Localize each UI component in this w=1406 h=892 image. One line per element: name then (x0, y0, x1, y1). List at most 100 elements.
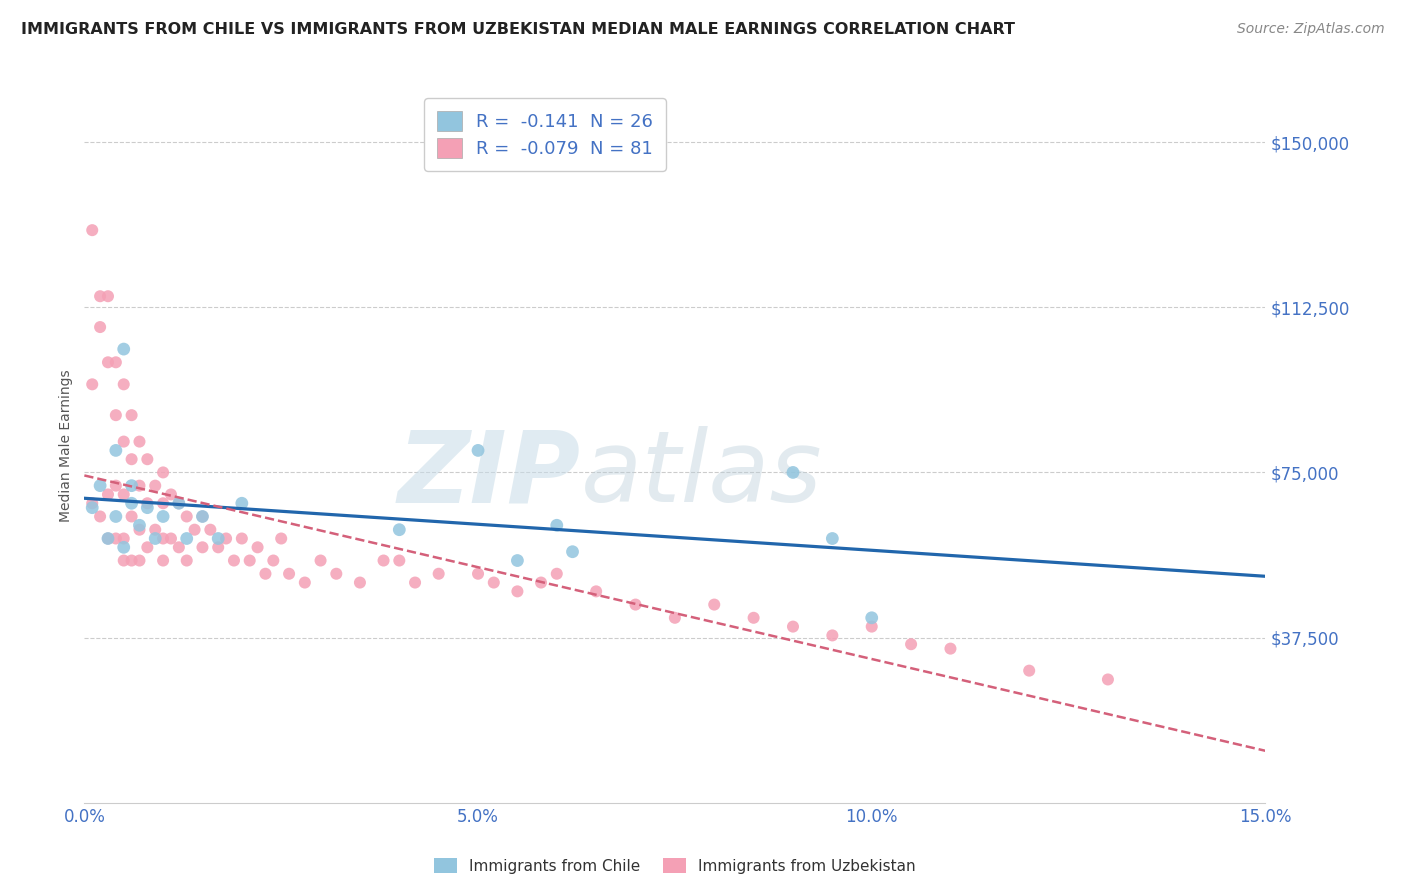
Point (112, 541, 135, 555)
Point (278, 566, 301, 581)
Point (294, 575, 316, 590)
Point (167, 541, 190, 555)
Point (215, 532, 238, 546)
Point (152, 496, 174, 510)
Point (160, 532, 183, 546)
Point (191, 509, 214, 524)
Point (231, 532, 253, 546)
Text: IMMIGRANTS FROM CHILE VS IMMIGRANTS FROM UZBEKISTAN MEDIAN MALE EARNINGS CORRELA: IMMIGRANTS FROM CHILE VS IMMIGRANTS FROM… (21, 22, 1015, 37)
Point (121, 496, 143, 510)
Point (112, 553, 135, 567)
Point (136, 500, 159, 515)
Point (200, 523, 222, 537)
Point (388, 553, 411, 567)
Point (506, 553, 529, 567)
Point (121, 452, 143, 467)
Point (254, 566, 277, 581)
Point (742, 611, 765, 625)
Point (82, 223, 104, 237)
Point (427, 566, 450, 581)
Point (82, 496, 104, 510)
Point (167, 496, 190, 510)
Point (89, 289, 111, 303)
Point (176, 532, 198, 546)
Point (104, 355, 127, 369)
Point (89, 509, 111, 524)
Point (136, 452, 159, 467)
Point (128, 553, 150, 567)
Point (325, 566, 347, 581)
Point (152, 532, 174, 546)
Point (183, 523, 205, 537)
Point (191, 541, 214, 555)
Point (112, 377, 135, 392)
Point (128, 478, 150, 492)
Point (664, 611, 686, 625)
Point (128, 434, 150, 449)
Point (152, 509, 174, 524)
Point (546, 566, 568, 581)
Point (128, 523, 150, 537)
Point (136, 496, 159, 510)
Point (939, 641, 962, 656)
Point (112, 532, 135, 546)
Point (349, 575, 371, 590)
Point (561, 545, 583, 559)
Point (104, 408, 127, 422)
Point (104, 443, 127, 458)
Point (82, 500, 104, 515)
Point (136, 541, 159, 555)
Point (270, 532, 292, 546)
Text: ZIP: ZIP (398, 426, 581, 523)
Point (231, 496, 253, 510)
Point (222, 553, 245, 567)
Point (143, 523, 166, 537)
Point (1018, 664, 1040, 678)
Point (467, 443, 489, 458)
Point (506, 584, 529, 599)
Point (121, 408, 143, 422)
Point (860, 619, 883, 633)
Point (703, 598, 725, 612)
Point (97, 532, 120, 546)
Point (128, 518, 150, 533)
Point (121, 553, 143, 567)
Point (104, 532, 127, 546)
Point (112, 342, 135, 356)
Point (167, 496, 190, 510)
Point (782, 466, 804, 480)
Legend: Immigrants from Chile, Immigrants from Uzbekistan: Immigrants from Chile, Immigrants from U… (427, 852, 922, 880)
Point (782, 619, 804, 633)
Point (191, 509, 214, 524)
Point (160, 487, 183, 501)
Point (176, 553, 198, 567)
Point (97, 532, 120, 546)
Point (82, 377, 104, 392)
Point (546, 518, 568, 533)
Point (467, 566, 489, 581)
Point (900, 637, 922, 651)
Point (97, 355, 120, 369)
Point (1097, 673, 1119, 687)
Point (121, 478, 143, 492)
Point (104, 509, 127, 524)
Point (89, 478, 111, 492)
Point (152, 466, 174, 480)
Y-axis label: Median Male Earnings: Median Male Earnings (59, 369, 73, 523)
Legend: R =  -0.141  N = 26, R =  -0.079  N = 81: R = -0.141 N = 26, R = -0.079 N = 81 (425, 98, 666, 170)
Point (176, 509, 198, 524)
Point (246, 541, 269, 555)
Point (97, 289, 120, 303)
Text: atlas: atlas (581, 426, 823, 523)
Point (821, 532, 844, 546)
Point (239, 553, 262, 567)
Point (112, 487, 135, 501)
Point (860, 611, 883, 625)
Point (404, 575, 426, 590)
Point (624, 598, 647, 612)
Point (121, 509, 143, 524)
Point (262, 553, 284, 567)
Point (97, 487, 120, 501)
Point (143, 532, 166, 546)
Point (482, 575, 505, 590)
